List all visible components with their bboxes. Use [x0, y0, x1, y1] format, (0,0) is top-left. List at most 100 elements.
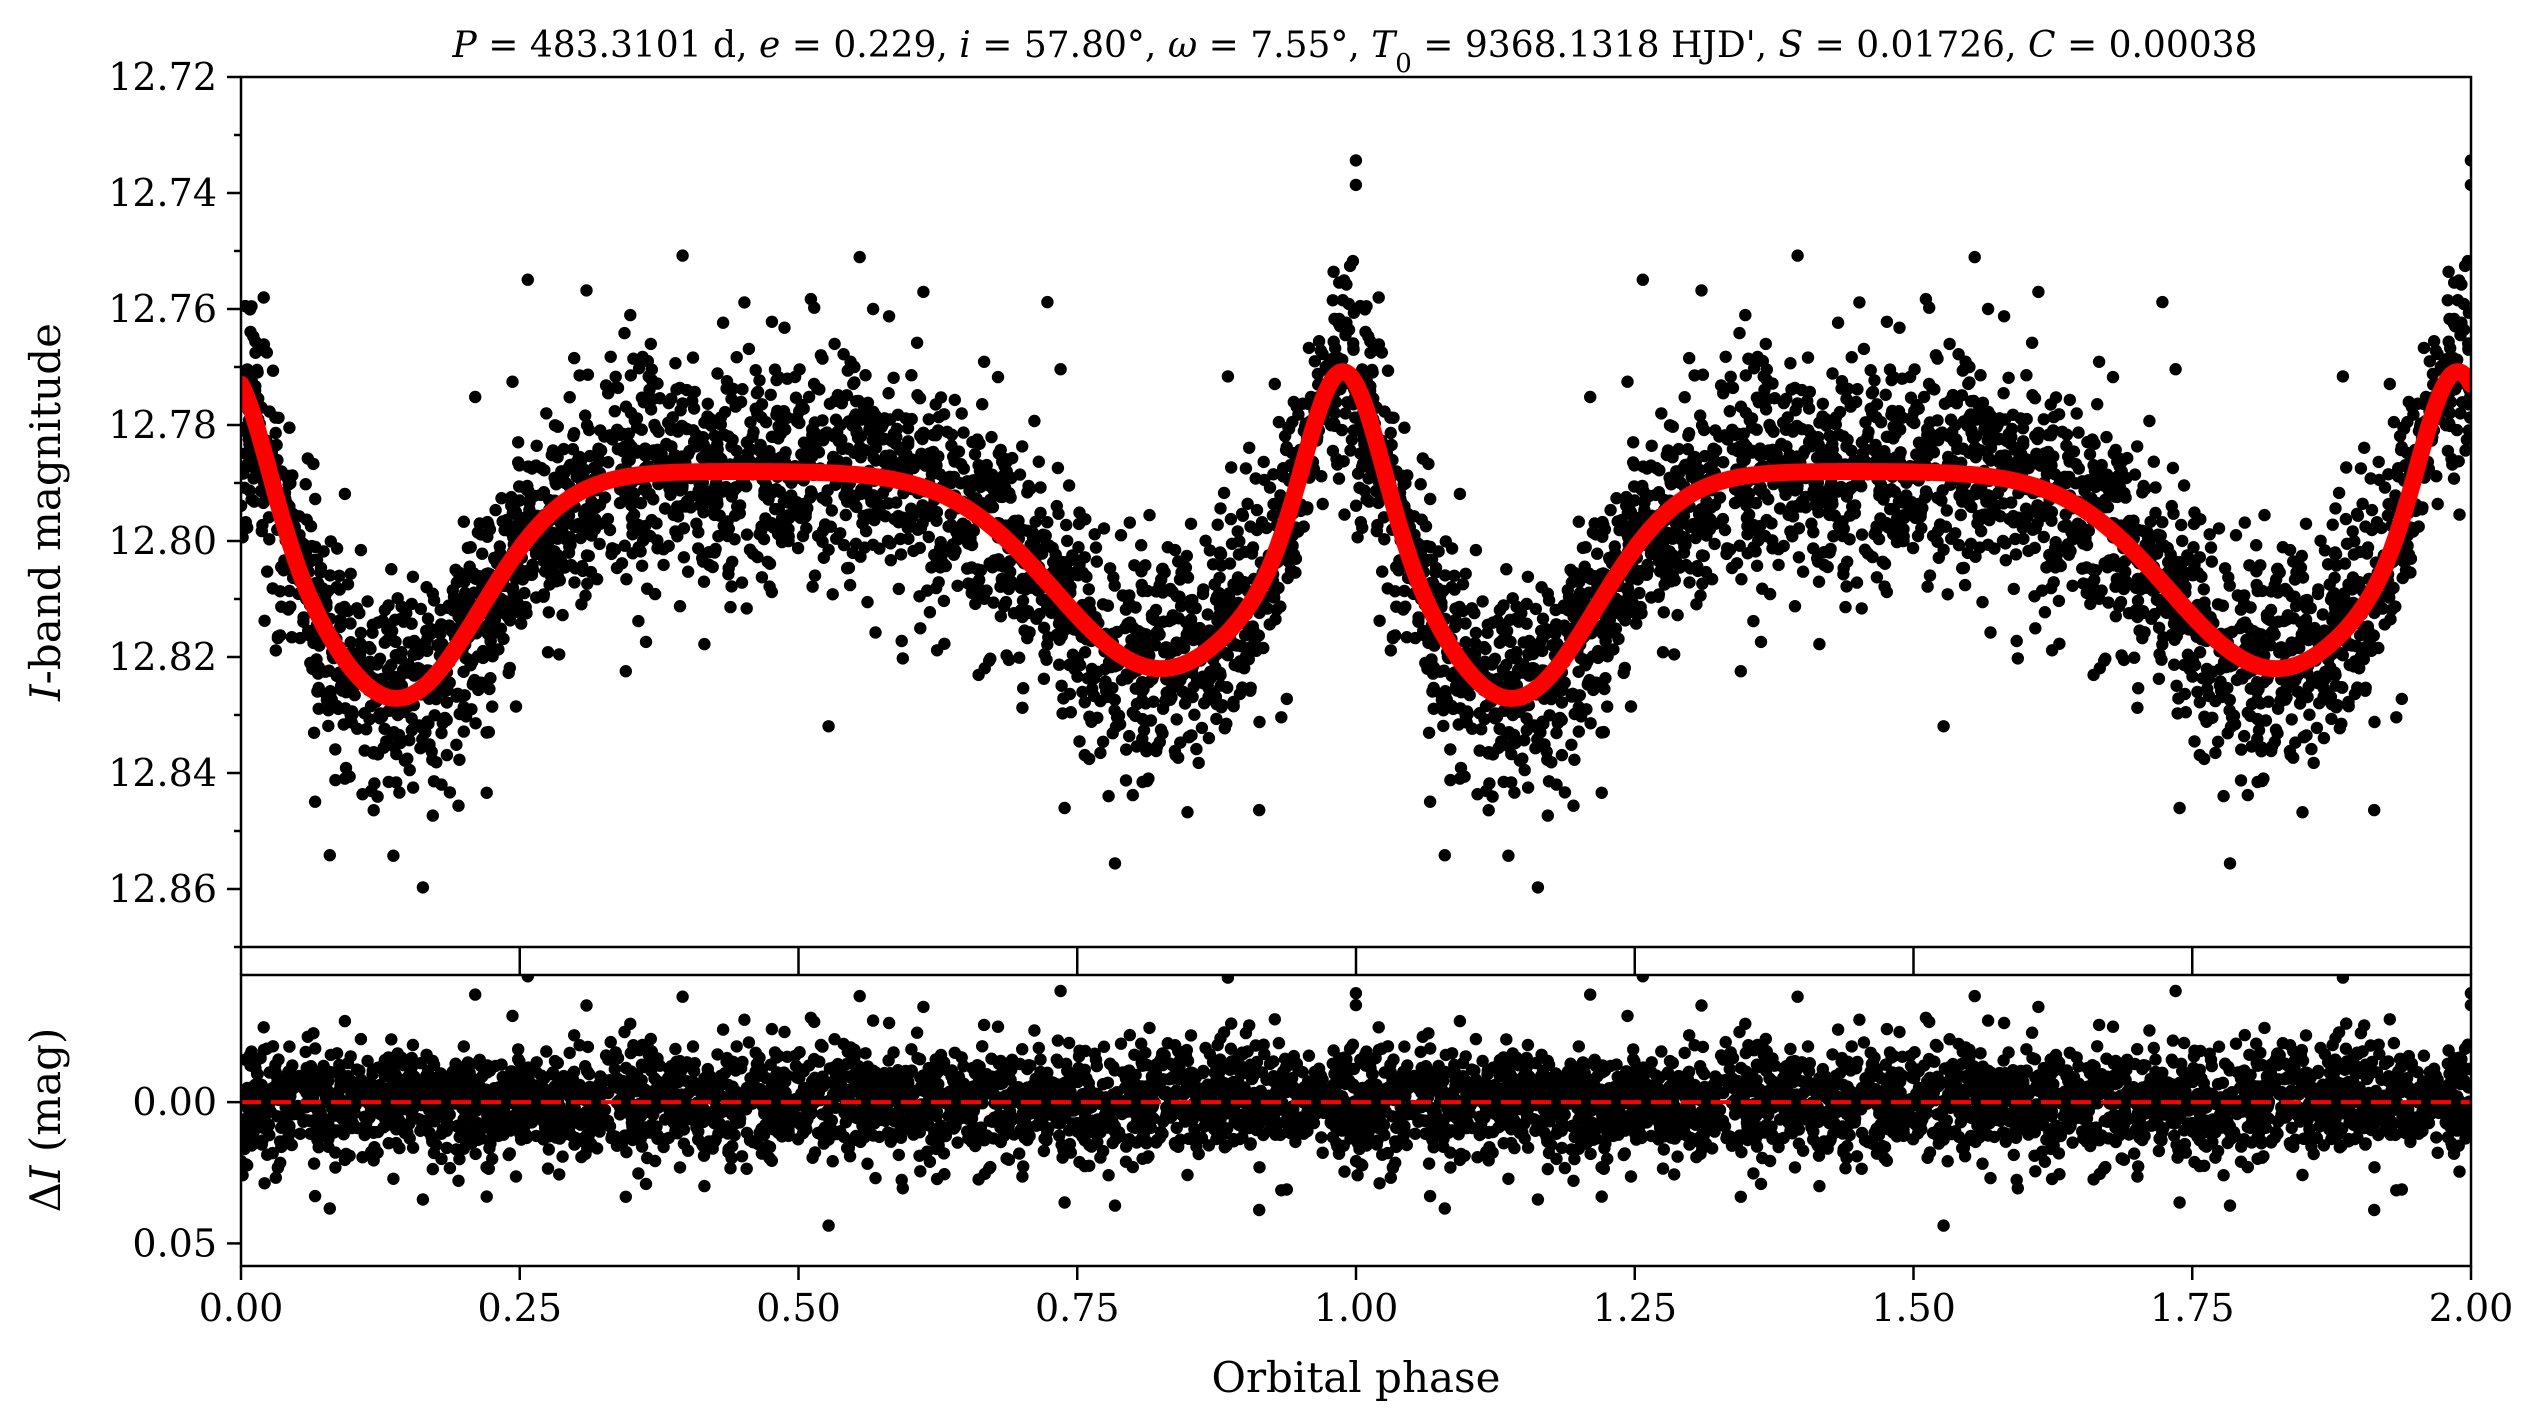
light-curve-point — [1777, 539, 1790, 553]
light-curve-point — [568, 576, 581, 589]
light-curve-point — [2383, 377, 2396, 391]
light-curve-point — [351, 722, 364, 735]
light-curve-point — [1635, 607, 1648, 620]
light-curve-point — [706, 497, 720, 511]
light-curve-point — [1257, 455, 1270, 469]
light-curve-point — [1956, 364, 1970, 377]
light-curve-point — [725, 490, 738, 503]
light-curve-point — [575, 598, 588, 611]
light-curve-point — [1176, 685, 1189, 698]
light-curve-point — [500, 513, 513, 527]
light-curve-point — [1444, 743, 1457, 756]
light-curve-point — [914, 622, 927, 635]
light-curve-point — [962, 577, 975, 590]
light-curve-point — [911, 389, 924, 402]
light-curve-point — [1663, 419, 1677, 432]
light-curve-point — [2100, 430, 2113, 444]
light-curve-point — [1210, 712, 1223, 726]
light-curve-point — [1719, 350, 1732, 363]
light-curve-point — [937, 594, 951, 608]
light-curve-point — [793, 404, 806, 418]
light-curve-point — [2395, 440, 2408, 454]
light-curve-point — [1414, 478, 1427, 491]
light-curve-point — [269, 426, 282, 440]
light-curve-point — [1170, 713, 1183, 726]
light-curve-point — [257, 291, 270, 304]
light-curve-point — [632, 362, 646, 375]
light-curve-point — [1880, 315, 1894, 328]
light-curve-point — [2084, 597, 2097, 611]
light-curve-point — [334, 613, 347, 627]
light-curve-point — [736, 383, 749, 396]
light-curve-point — [1739, 308, 1752, 322]
light-curve-point — [1139, 697, 1152, 710]
light-curve-point — [1843, 533, 1856, 546]
light-curve-point — [1370, 524, 1384, 538]
light-curve-point — [986, 500, 1000, 514]
light-curve-point — [1954, 508, 1968, 522]
light-curve-point — [866, 489, 880, 502]
light-curve-point — [839, 508, 852, 522]
light-curve-point — [1037, 621, 1051, 634]
light-curve-point — [1439, 685, 1452, 698]
light-curve-point — [1050, 628, 1063, 642]
light-curve-point — [802, 390, 816, 404]
light-curve-point — [1989, 507, 2003, 521]
light-curve-point — [1856, 447, 1870, 460]
light-curve-point — [930, 514, 943, 527]
light-curve-point — [620, 573, 633, 586]
light-curve-point — [1291, 525, 1305, 538]
light-curve-point — [1231, 525, 1244, 538]
light-curve-point — [1013, 651, 1026, 664]
light-curve-point — [1866, 385, 1880, 399]
light-curve-point — [1326, 294, 1340, 307]
light-curve-point — [416, 733, 429, 746]
light-curve-point — [896, 652, 909, 665]
light-curve-point — [551, 532, 564, 545]
light-curve-point — [1456, 578, 1470, 591]
light-curve-point — [292, 510, 306, 523]
light-curve-point — [1136, 627, 1149, 640]
light-curve-point — [1381, 582, 1394, 595]
light-curve-point — [1072, 541, 1085, 554]
light-curve-point — [1908, 363, 1921, 376]
title-part: = 9368.1318 HJD', — [1412, 25, 1779, 66]
light-curve-point — [1521, 781, 1535, 794]
light-curve-point — [765, 516, 778, 530]
light-curve-point — [1655, 407, 1668, 420]
light-curve-point — [2193, 696, 2206, 709]
light-curve-point — [694, 499, 707, 512]
light-curve-point — [1126, 788, 1140, 802]
light-curve-point — [2332, 486, 2346, 500]
light-curve-point — [283, 421, 296, 434]
light-curve-points — [241, 154, 2471, 894]
light-curve-point — [2128, 651, 2141, 664]
light-curve-point — [593, 537, 606, 551]
light-curve-point — [934, 391, 948, 404]
light-curve-point — [546, 444, 560, 457]
light-curve-point — [874, 507, 888, 521]
light-curve-point — [1957, 415, 1971, 428]
light-curve-point — [755, 520, 768, 533]
light-curve-point — [2195, 570, 2208, 583]
light-curve-point — [869, 441, 883, 454]
light-curve-point — [2333, 722, 2346, 735]
light-curve-point — [2372, 455, 2385, 469]
light-curve-point — [738, 296, 751, 309]
light-curve-point — [1671, 608, 1684, 622]
light-curve-point — [941, 425, 954, 438]
light-curve-point — [757, 532, 771, 546]
light-curve-point — [2139, 482, 2152, 495]
light-curve-point — [497, 632, 510, 646]
light-curve-point — [1940, 504, 1954, 517]
light-curve-point — [1037, 672, 1051, 685]
light-curve-point — [2132, 682, 2145, 695]
light-curve-point — [1181, 806, 1194, 819]
light-curve-point — [922, 530, 935, 544]
light-curve-point — [1894, 423, 1907, 436]
light-curve-point — [301, 452, 314, 465]
light-curve-point — [2307, 756, 2320, 770]
light-curve-point — [798, 497, 811, 510]
light-curve-point — [1123, 729, 1136, 743]
light-curve-point — [530, 591, 543, 604]
